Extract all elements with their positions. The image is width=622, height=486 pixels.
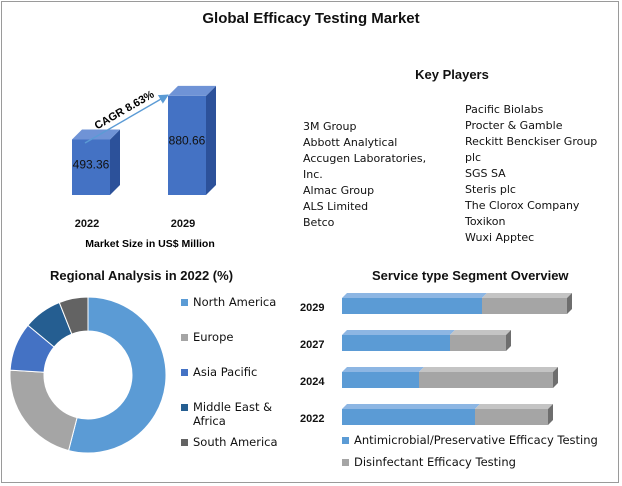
key-players-title: Key Players bbox=[415, 67, 489, 82]
key-player: Reckitt Benckiser Group bbox=[465, 135, 598, 148]
y-tick-label: 2027 bbox=[300, 339, 324, 351]
bar-top bbox=[342, 404, 480, 409]
donut-slice bbox=[67, 296, 167, 454]
bar-value-label: 493.36 bbox=[73, 157, 110, 171]
legend-swatch bbox=[181, 334, 188, 341]
key-player: Toxikon bbox=[465, 215, 506, 228]
legend-label: Antimicrobial/Preservative Efficacy Test… bbox=[354, 433, 598, 447]
bar-top bbox=[168, 85, 216, 96]
legend-swatch bbox=[342, 437, 349, 444]
bar bbox=[72, 139, 110, 195]
donut-slice bbox=[9, 369, 78, 452]
legend-label: South America bbox=[193, 435, 278, 449]
regional-legend: North America Europe Asia Pacific Middle… bbox=[181, 295, 278, 449]
bar-top bbox=[419, 367, 558, 372]
key-player: plc bbox=[465, 151, 482, 164]
bar-segment bbox=[419, 372, 553, 388]
page-title: Global Efficacy Testing Market bbox=[202, 10, 420, 27]
bar-side bbox=[567, 293, 572, 314]
key-player: 3M Group bbox=[303, 120, 357, 133]
legend-swatch bbox=[181, 404, 188, 411]
key-player: Steris plc bbox=[465, 183, 516, 196]
regional-donut-chart bbox=[9, 296, 167, 454]
bar-segment bbox=[450, 335, 506, 351]
bar bbox=[168, 95, 206, 195]
bar-top bbox=[482, 293, 572, 298]
market-caption: Market Size in US$ Million bbox=[85, 238, 215, 250]
bar-top bbox=[342, 330, 455, 335]
legend-label: Europe bbox=[193, 330, 234, 344]
market-size-chart: 493.36 2022 880.66 2029 CAGR 8.63% Market S… bbox=[72, 85, 216, 250]
legend-item-north-america: North America bbox=[181, 295, 278, 330]
key-players-list-2: Pacific Biolabs Procter & Gamble Reckitt… bbox=[465, 102, 597, 246]
bar-segment bbox=[342, 372, 419, 388]
legend-label: Disinfectant Efficacy Testing bbox=[354, 455, 516, 469]
legend-label: Middle East & bbox=[193, 400, 273, 414]
legend-swatch bbox=[181, 439, 188, 446]
key-player: Abbott Analytical bbox=[303, 136, 398, 149]
legend-item-europe: Europe bbox=[181, 330, 278, 365]
key-player: Pacific Biolabs bbox=[465, 103, 544, 116]
bar-segment bbox=[482, 298, 567, 314]
legend-swatch bbox=[181, 299, 188, 306]
legend-item-asia-pacific: Asia Pacific bbox=[181, 365, 278, 400]
legend-label: North America bbox=[193, 295, 277, 309]
bar-segment bbox=[475, 409, 548, 425]
bar-top bbox=[475, 404, 553, 409]
key-players-list-1: 3M Group Abbott Analytical Accugen Labor… bbox=[303, 119, 426, 231]
donut-slice bbox=[58, 296, 89, 335]
service-segment-chart: 2029 2027 2024 2022 bbox=[300, 293, 572, 425]
service-legend: Antimicrobial/Preservative Efficacy Test… bbox=[342, 433, 598, 469]
cagr-label: CAGR 8.63% bbox=[93, 88, 157, 132]
key-player: SGS SA bbox=[465, 167, 506, 180]
bar-top bbox=[342, 293, 487, 298]
key-player: Betco bbox=[303, 216, 335, 229]
bar-top bbox=[342, 367, 424, 372]
x-tick-label: 2029 bbox=[171, 218, 195, 230]
service-title: Service type Segment Overview bbox=[372, 268, 569, 283]
key-player: Accugen Laboratories, bbox=[303, 152, 427, 165]
bar-segment bbox=[342, 335, 450, 351]
key-player: Wuxi Apptec bbox=[465, 231, 535, 244]
key-player: Procter & Gamble bbox=[465, 119, 563, 132]
bar-top bbox=[72, 129, 120, 140]
key-player: Almac Group bbox=[303, 184, 375, 197]
bar-segment bbox=[342, 409, 475, 425]
bar-side bbox=[548, 404, 553, 425]
bar-side bbox=[206, 85, 216, 195]
key-player: Inc. bbox=[303, 168, 323, 181]
bar-segment bbox=[342, 298, 482, 314]
legend-swatch bbox=[342, 459, 349, 466]
legend-item-antimicrobial: Antimicrobial/Preservative Efficacy Test… bbox=[342, 433, 598, 455]
y-tick-label: 2029 bbox=[300, 302, 324, 314]
y-tick-label: 2024 bbox=[300, 376, 325, 388]
y-tick-label: 2022 bbox=[300, 413, 324, 425]
bar-top bbox=[450, 330, 511, 335]
bar-value-label: 880.66 bbox=[169, 134, 206, 148]
bar-side bbox=[506, 330, 511, 351]
legend-item-south-america: South America bbox=[181, 435, 278, 449]
legend-swatch bbox=[181, 369, 188, 376]
bar-side bbox=[553, 367, 558, 388]
key-player: The Clorox Company bbox=[465, 199, 580, 212]
legend-label: Africa bbox=[193, 414, 226, 428]
cagr-arrow bbox=[84, 94, 169, 144]
x-tick-label: 2022 bbox=[75, 218, 99, 230]
legend-label: Asia Pacific bbox=[193, 365, 258, 379]
regional-title: Regional Analysis in 2022 (%) bbox=[50, 268, 234, 283]
bar-side bbox=[110, 129, 120, 195]
key-player: ALS Limited bbox=[303, 200, 369, 213]
legend-item-middle-east-africa: Middle East & Africa bbox=[181, 400, 278, 435]
legend-item-disinfectant: Disinfectant Efficacy Testing bbox=[342, 455, 598, 469]
